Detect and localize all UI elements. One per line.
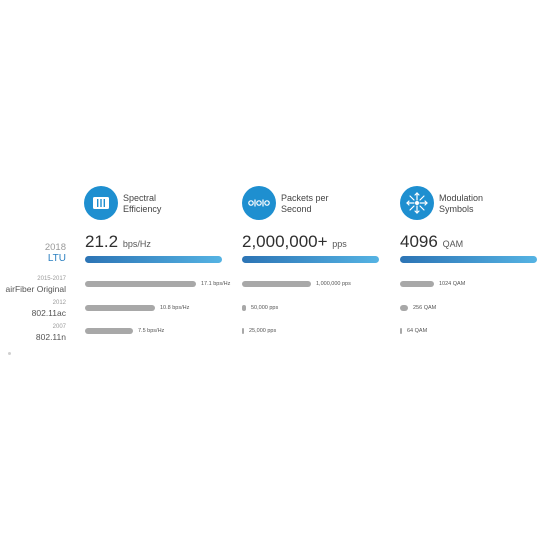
unit: bps/Hz bbox=[122, 239, 151, 249]
comparison-value: 7.5 bps/Hz bbox=[138, 328, 165, 334]
unit: pps bbox=[332, 239, 347, 249]
title-line: Packets per bbox=[281, 193, 329, 203]
ltu-bar-packets bbox=[242, 256, 379, 263]
ltu-bar-spectral bbox=[85, 256, 222, 263]
comparison-value: 1,000,000 pps bbox=[316, 281, 351, 287]
comparison-bar bbox=[242, 328, 244, 334]
comparison-bar bbox=[400, 328, 402, 334]
comparison-value: 50,000 pps bbox=[251, 305, 279, 311]
title-line: Symbols bbox=[439, 204, 474, 214]
row-year: 2007 bbox=[52, 324, 66, 330]
title-line: Second bbox=[281, 204, 312, 214]
row-year: 2015-2017 bbox=[37, 276, 66, 282]
comparison-value: 1024 QAM bbox=[439, 281, 466, 287]
ltu-year: 2018 bbox=[44, 242, 66, 253]
comparison-bar bbox=[400, 281, 434, 287]
comparison-value: 256 QAM bbox=[413, 305, 437, 311]
comparison-bar bbox=[85, 305, 155, 311]
column-title-spectral: Spectral Efficiency bbox=[123, 193, 161, 215]
title-line: Efficiency bbox=[123, 204, 162, 214]
title-line: Spectral bbox=[123, 193, 157, 203]
ltu-value-modulation: 4096 QAM bbox=[400, 232, 463, 252]
comparison-value: 64 QAM bbox=[407, 328, 428, 334]
comparison-value: 25,000 pps bbox=[249, 328, 277, 334]
ltu-value-packets: 2,000,000+ pps bbox=[242, 232, 347, 252]
comparison-bar bbox=[85, 281, 196, 287]
value: 4096 bbox=[400, 232, 438, 251]
comparison-value: 10.8 bps/Hz bbox=[160, 305, 190, 311]
row-name: 802.11n bbox=[35, 332, 66, 342]
value: 2,000,000+ bbox=[242, 232, 328, 251]
title-line: Modulation bbox=[439, 193, 484, 203]
comparison-bar bbox=[85, 328, 133, 334]
spectrum-icon bbox=[84, 186, 118, 220]
ltu-label: LTU bbox=[47, 253, 66, 264]
row-year: 2012 bbox=[52, 300, 66, 306]
comparison-bar bbox=[242, 281, 311, 287]
comparison-bar bbox=[400, 305, 408, 311]
ltu-bar-modulation bbox=[400, 256, 537, 263]
comparison-bar bbox=[242, 305, 246, 311]
column-title-packets: Packets per Second bbox=[281, 193, 329, 215]
row-name: airFiber Original bbox=[5, 284, 66, 294]
ltu-value-spectral: 21.2 bps/Hz bbox=[85, 232, 151, 252]
column-title-modulation: Modulation Symbols bbox=[439, 193, 483, 215]
packets-icon bbox=[242, 186, 276, 220]
comparison-value: 17.1 bps/Hz bbox=[201, 281, 231, 287]
decorative-dot bbox=[8, 352, 11, 355]
value: 21.2 bbox=[85, 232, 119, 251]
row-name: 802.11ac bbox=[31, 308, 66, 318]
unit: QAM bbox=[442, 239, 464, 249]
modulation-icon bbox=[400, 186, 434, 220]
